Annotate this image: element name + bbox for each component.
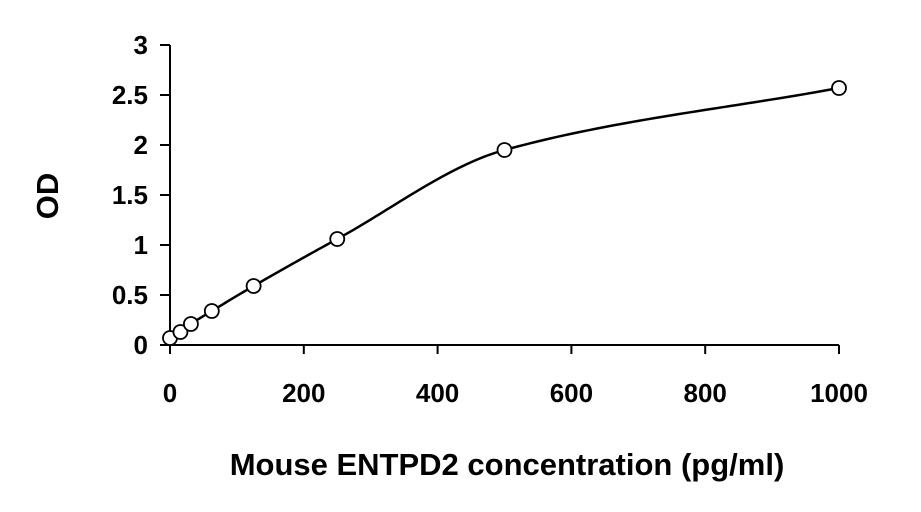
x-tick-label: 1000 (810, 378, 868, 408)
y-tick-label: 1.5 (112, 180, 148, 210)
fit-curve-group (169, 86, 840, 340)
x-axis-title: Mouse ENTPD2 concentration (pg/ml) (230, 447, 785, 482)
x-axis: 0 200 400 600 800 1000 (163, 344, 868, 408)
x-tick-label: 0 (163, 378, 177, 408)
y-axis: 0 0.5 1 1.5 2 2.5 3 (112, 30, 171, 360)
y-tick-label: 1 (134, 230, 148, 260)
data-point (172, 324, 189, 340)
y-tick-label: 2 (134, 130, 148, 160)
y-tick-label: 0.5 (112, 280, 148, 310)
data-point (496, 142, 513, 158)
data-point (203, 303, 220, 319)
data-point (245, 278, 262, 294)
data-point (831, 80, 847, 96)
fit-curve (169, 86, 840, 340)
y-tick-label: 2.5 (112, 80, 148, 110)
data-point (183, 316, 199, 332)
data-points (162, 80, 847, 346)
y-tick-label: 0 (134, 330, 148, 360)
data-point (329, 231, 346, 247)
y-tick-label: 3 (134, 30, 148, 60)
x-tick-label: 400 (416, 378, 459, 408)
x-tick-label: 600 (550, 378, 593, 408)
x-tick-label: 200 (282, 378, 325, 408)
x-tick-label: 800 (684, 378, 727, 408)
y-axis-title: OD (30, 173, 65, 220)
